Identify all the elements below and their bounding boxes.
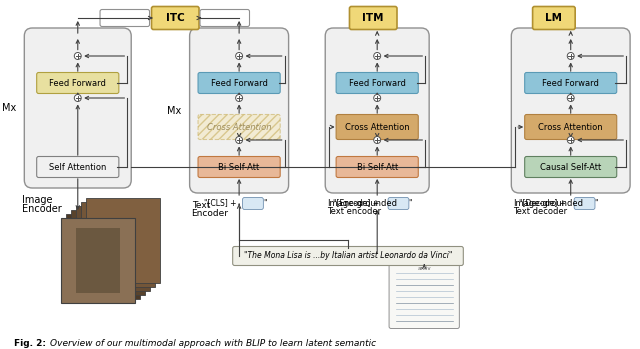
- Text: Text encoder: Text encoder: [327, 207, 381, 215]
- Circle shape: [567, 136, 574, 143]
- Text: "[Decode] +: "[Decode] +: [519, 199, 568, 208]
- Circle shape: [236, 52, 243, 59]
- FancyBboxPatch shape: [349, 7, 397, 30]
- FancyBboxPatch shape: [525, 73, 617, 94]
- Circle shape: [374, 136, 381, 143]
- Bar: [66, 214, 140, 299]
- Text: ": ": [595, 199, 598, 208]
- Text: Feed Forward: Feed Forward: [542, 79, 599, 88]
- FancyBboxPatch shape: [24, 28, 131, 188]
- FancyBboxPatch shape: [532, 7, 575, 30]
- Text: Feed Forward: Feed Forward: [49, 79, 106, 88]
- Text: ITM: ITM: [362, 13, 383, 23]
- Circle shape: [567, 95, 574, 102]
- Text: Image-grounded: Image-grounded: [327, 199, 397, 208]
- FancyBboxPatch shape: [388, 198, 409, 209]
- Circle shape: [74, 95, 81, 102]
- Text: Causal Self-Att: Causal Self-Att: [540, 163, 602, 171]
- Bar: [81, 202, 155, 287]
- Text: ": ": [263, 199, 266, 208]
- FancyBboxPatch shape: [152, 7, 199, 30]
- Bar: [76, 206, 150, 291]
- Text: Text decoder: Text decoder: [513, 207, 568, 215]
- FancyBboxPatch shape: [36, 156, 119, 178]
- FancyBboxPatch shape: [200, 9, 250, 27]
- Text: "[CLS] +: "[CLS] +: [204, 199, 239, 208]
- FancyBboxPatch shape: [198, 73, 280, 94]
- FancyBboxPatch shape: [243, 198, 264, 209]
- Text: "The Mona Lisa is ...by Italian artist Leonardo da Vinci": "The Mona Lisa is ...by Italian artist L…: [244, 252, 452, 260]
- FancyBboxPatch shape: [198, 114, 280, 140]
- Text: LM: LM: [545, 13, 563, 23]
- Circle shape: [374, 95, 381, 102]
- Text: "[Encode] +: "[Encode] +: [333, 199, 381, 208]
- Bar: [76, 228, 120, 293]
- Text: Encoder: Encoder: [22, 204, 62, 214]
- Text: Image-grounded: Image-grounded: [513, 199, 583, 208]
- FancyBboxPatch shape: [336, 156, 419, 178]
- FancyBboxPatch shape: [325, 28, 429, 193]
- Text: arxiv: arxiv: [417, 267, 431, 272]
- Text: Mx: Mx: [168, 105, 182, 116]
- FancyBboxPatch shape: [36, 73, 119, 94]
- Text: Cross Attention: Cross Attention: [207, 122, 271, 132]
- Text: Mx: Mx: [2, 103, 17, 113]
- FancyBboxPatch shape: [525, 156, 617, 178]
- FancyBboxPatch shape: [511, 28, 630, 193]
- Circle shape: [567, 52, 574, 59]
- Circle shape: [236, 136, 243, 143]
- FancyBboxPatch shape: [100, 9, 150, 27]
- Bar: [86, 198, 160, 283]
- Text: Cross Attention: Cross Attention: [538, 122, 603, 132]
- Text: Cross Attention: Cross Attention: [345, 122, 410, 132]
- Text: Bi Self-Att: Bi Self-Att: [218, 163, 260, 171]
- Text: Feed Forward: Feed Forward: [349, 79, 406, 88]
- FancyBboxPatch shape: [525, 114, 617, 140]
- FancyBboxPatch shape: [233, 246, 463, 266]
- FancyBboxPatch shape: [336, 114, 419, 140]
- FancyBboxPatch shape: [389, 263, 460, 328]
- Text: Fig. 2:: Fig. 2:: [15, 339, 47, 348]
- Circle shape: [374, 52, 381, 59]
- FancyBboxPatch shape: [336, 73, 419, 94]
- Text: ITC: ITC: [166, 13, 185, 23]
- Text: Encoder: Encoder: [191, 208, 228, 217]
- FancyBboxPatch shape: [574, 198, 595, 209]
- Text: Text: Text: [191, 200, 210, 209]
- Text: Bi Self-Att: Bi Self-Att: [356, 163, 398, 171]
- Text: Overview of our multimodal approach with BLIP to learn latent semantic: Overview of our multimodal approach with…: [50, 339, 376, 348]
- Circle shape: [236, 95, 243, 102]
- Bar: [71, 210, 145, 295]
- Circle shape: [74, 52, 81, 59]
- FancyBboxPatch shape: [198, 156, 280, 178]
- FancyBboxPatch shape: [189, 28, 289, 193]
- Bar: [61, 218, 135, 303]
- Text: Feed Forward: Feed Forward: [211, 79, 268, 88]
- Text: ": ": [408, 199, 412, 208]
- Text: Image: Image: [22, 195, 53, 205]
- Text: Self Attention: Self Attention: [49, 163, 106, 171]
